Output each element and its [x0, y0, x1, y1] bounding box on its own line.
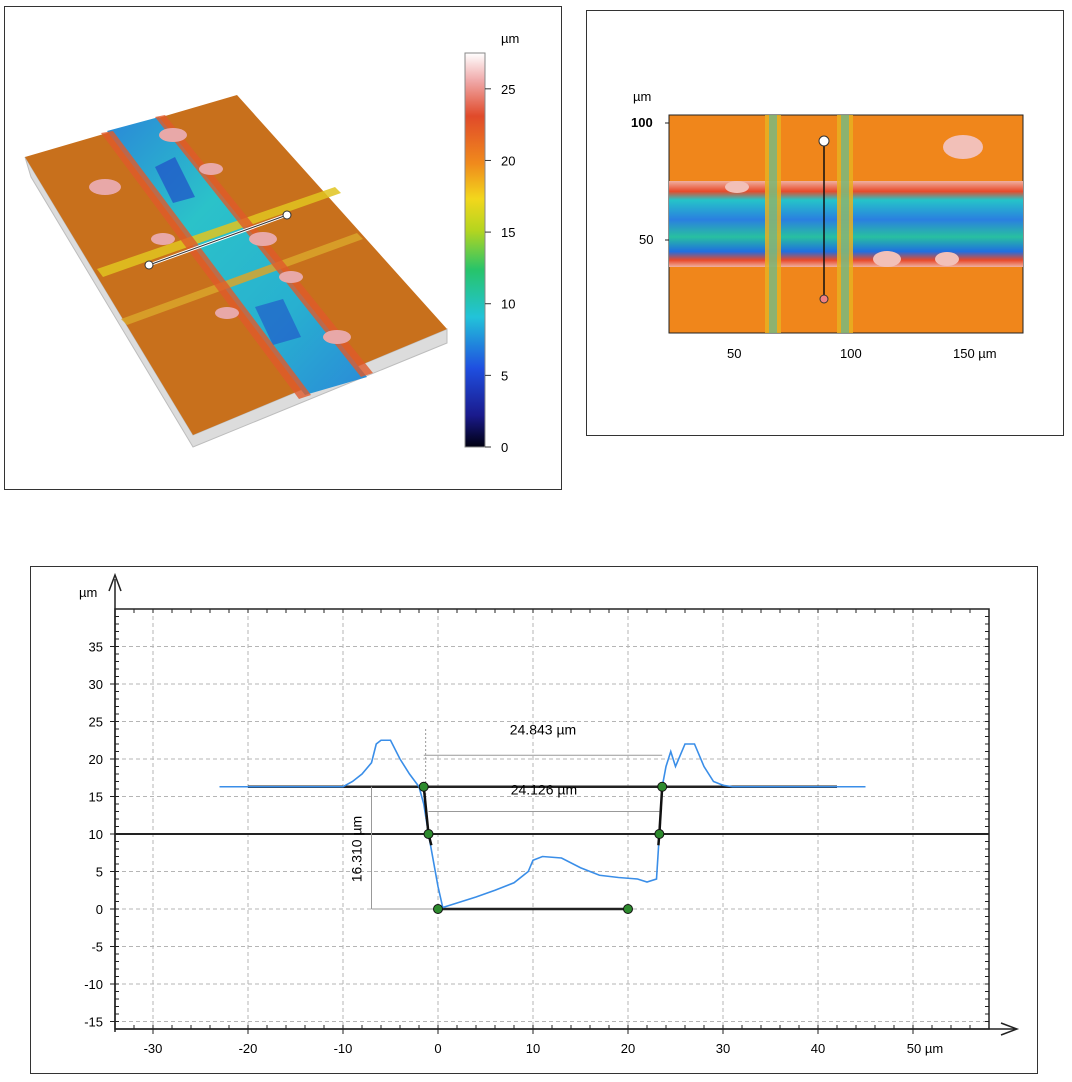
colorbar-tick-label: 0	[501, 440, 508, 455]
map-debris	[943, 135, 983, 159]
y-tick-label: -5	[91, 940, 103, 955]
measure-marker[interactable]	[654, 829, 665, 839]
map-y-tick: 100	[631, 115, 653, 130]
edge-segment-left	[422, 786, 430, 835]
y-tick-label: 20	[89, 752, 103, 767]
y-axis-unit: µm	[79, 585, 97, 600]
colorbar-unit: µm	[501, 31, 519, 46]
profile-end-handle[interactable]	[282, 210, 292, 220]
profile-start-handle[interactable]	[144, 260, 154, 270]
map-x-tick: 50	[727, 346, 741, 361]
map-debris	[725, 181, 749, 193]
profile-series	[219, 739, 866, 909]
surface-3d-panel: µm 0 5 10 15 20 25	[4, 6, 562, 490]
y-tick-label: -15	[84, 1015, 103, 1030]
map-y-tick: 50	[639, 232, 653, 247]
measure-markers	[418, 781, 668, 914]
debris	[89, 179, 121, 195]
colorbar-tick-label: 10	[501, 297, 515, 312]
x-axis-arrowhead	[1000, 1022, 1020, 1036]
profile-line-3d-outline	[148, 214, 288, 266]
map-debris	[935, 252, 959, 266]
edge-segment-right	[658, 786, 664, 835]
colorbar-tick-label: 25	[501, 82, 515, 97]
measurements: 24.843 µm 24.126 µm 16.310 µm	[349, 721, 663, 910]
y-axis-arrowhead	[108, 572, 122, 592]
map-debris	[873, 251, 901, 267]
profile-series-line	[219, 739, 866, 909]
measure-marker[interactable]	[657, 781, 668, 792]
y-tick-label: 0	[96, 902, 103, 917]
reference-levels	[115, 785, 989, 911]
map-x-tick: 100	[840, 346, 862, 361]
y-tick-label: 5	[96, 865, 103, 880]
y-tick-label: -10	[84, 977, 103, 992]
x-tick-label: -10	[334, 1041, 353, 1056]
debris	[159, 128, 187, 142]
channel-edge-right	[155, 115, 373, 377]
upper-width-label: 24.843 µm	[510, 721, 576, 737]
debris	[215, 307, 239, 319]
x-tick-label: 40	[811, 1041, 825, 1056]
x-tick-label: -20	[239, 1041, 258, 1056]
y-tick-label: 10	[89, 827, 103, 842]
y-tick-label: 15	[89, 790, 103, 805]
axis-ticks: -30 -20 -10 0 10 20 30 40 50 µm 35 30 25 20 15 10 5 0 -5 -…	[84, 608, 990, 1056]
colorbar-tick-label: 20	[501, 153, 515, 168]
surface-3d-view: µm 0 5 10 15 20 25	[24, 31, 519, 455]
debris	[323, 330, 351, 344]
channel-dark-spots-2	[255, 299, 301, 345]
profile-chart-panel: -30 -20 -10 0 10 20 30 40 50 µm 35 30 25 20 15 10 5 0 -5 -…	[30, 566, 1038, 1074]
map-profile-start-handle[interactable]	[818, 135, 830, 147]
height-label: 16.310 µm	[349, 816, 365, 882]
map-cross-line-2-core	[841, 115, 849, 333]
height-map-panel: µm 100 50 50 100 150 µm	[586, 10, 1064, 436]
height-map-view: µm 100 50 50 100 150 µm	[631, 89, 1024, 361]
x-tick-label: 0	[434, 1041, 441, 1056]
measure-marker[interactable]	[418, 781, 429, 792]
y-tick-label: 25	[89, 715, 103, 730]
plot-frame	[114, 608, 990, 1030]
grid	[115, 609, 989, 1029]
x-tick-label: 20	[621, 1041, 635, 1056]
measure-marker[interactable]	[433, 904, 443, 914]
debris	[249, 232, 277, 246]
colorbar	[464, 52, 486, 448]
channel-edge-left	[101, 131, 311, 399]
colorbar-ticks: 0 5 10 15 20 25	[485, 82, 515, 455]
map-profile-end-handle[interactable]	[819, 294, 829, 304]
x-tick-label: -30	[144, 1041, 163, 1056]
profile-chart: -30 -20 -10 0 10 20 30 40 50 µm 35 30 25 20 15 10 5 0 -5 -…	[79, 572, 1020, 1056]
debris	[279, 271, 303, 283]
colorbar-tick-label: 15	[501, 225, 515, 240]
debris	[199, 163, 223, 175]
x-tick-label: 30	[716, 1041, 730, 1056]
map-x-tick: 150 µm	[953, 346, 997, 361]
measure-marker[interactable]	[623, 904, 633, 914]
lower-width-label: 24.126 µm	[511, 781, 577, 797]
colorbar-tick-label: 5	[501, 368, 508, 383]
y-tick-label: 35	[89, 640, 103, 655]
x-tick-label: 50 µm	[907, 1041, 943, 1056]
map-cross-line-1-core	[769, 115, 777, 333]
debris	[151, 233, 175, 245]
cross-line-2	[121, 233, 363, 325]
y-tick-label: 30	[89, 677, 103, 692]
channel-dark-spots	[155, 157, 195, 203]
x-tick-label: 10	[526, 1041, 540, 1056]
measure-marker[interactable]	[423, 829, 434, 839]
map-y-unit: µm	[633, 89, 651, 104]
cross-line-1	[97, 187, 341, 277]
